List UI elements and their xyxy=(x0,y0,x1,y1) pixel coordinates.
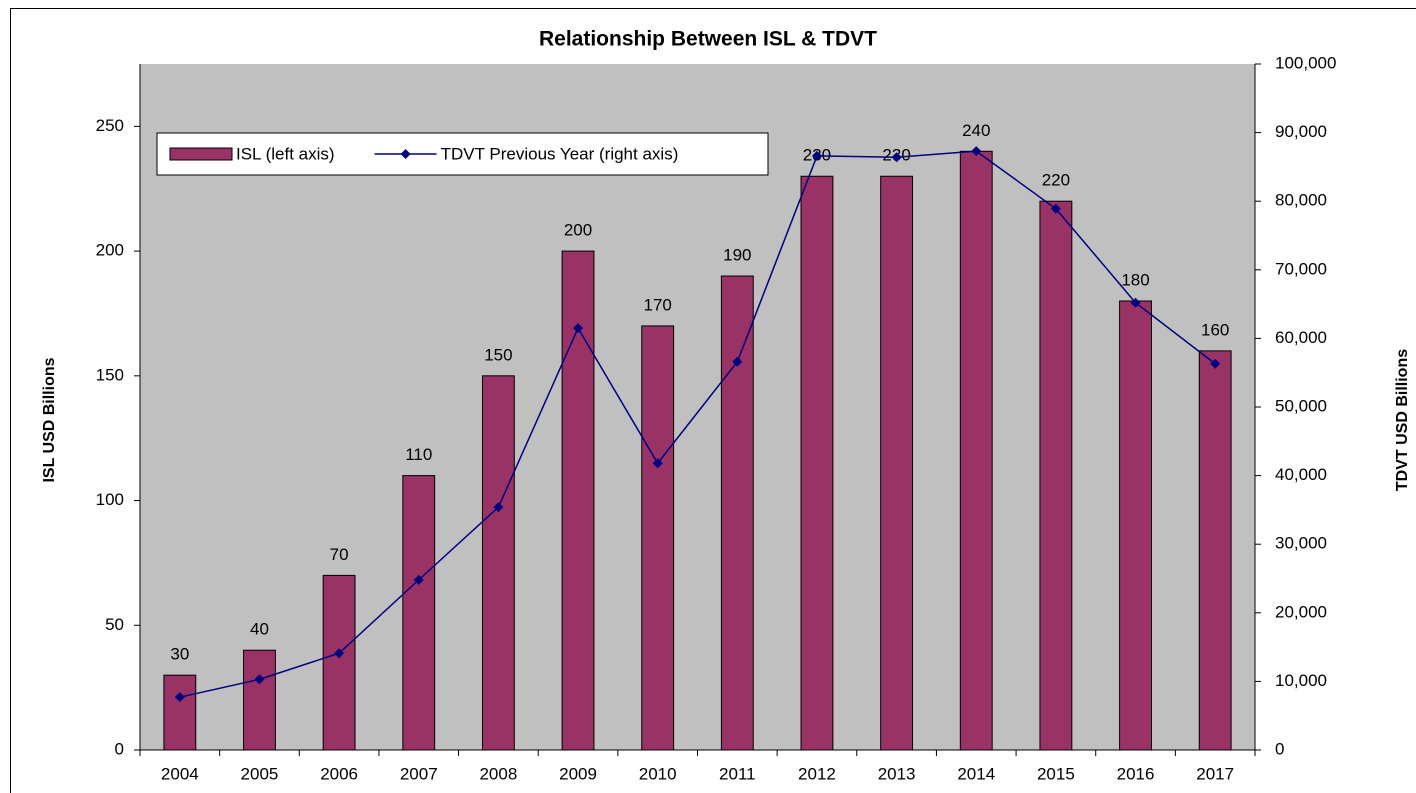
x-tick-label: 2012 xyxy=(798,764,836,783)
bar xyxy=(561,250,595,751)
data-label: 110 xyxy=(405,445,432,464)
marker xyxy=(1130,297,1141,308)
bar xyxy=(1198,350,1232,751)
data-label: 220 xyxy=(1042,171,1070,190)
x-tick-label: 2017 xyxy=(1196,764,1234,783)
x-tick-label: 2006 xyxy=(320,764,358,783)
bar xyxy=(1039,200,1073,751)
y2-tick-label: 70,000 xyxy=(1275,259,1327,278)
marker xyxy=(413,574,424,585)
y-tick-label: 0 xyxy=(115,739,124,758)
marker xyxy=(254,674,265,685)
x-tick-label: 2008 xyxy=(479,764,517,783)
data-label: 240 xyxy=(962,121,990,140)
bar xyxy=(1119,300,1152,751)
bar xyxy=(880,175,914,751)
bar xyxy=(641,325,675,751)
x-tick-label: 2004 xyxy=(161,764,199,783)
legend-marker xyxy=(400,149,411,159)
data-label: 70 xyxy=(330,545,349,564)
data-label: 200 xyxy=(564,221,592,240)
y2-axis-title: TDVT USD Billions xyxy=(1394,349,1411,491)
y-tick-label: 100 xyxy=(96,490,124,509)
y2-tick-label: 100,000 xyxy=(1275,53,1336,72)
legend-label: ISL (left axis) xyxy=(236,144,335,163)
x-tick-label: 2013 xyxy=(878,764,916,783)
marker xyxy=(493,502,504,513)
x-tick-label: 2015 xyxy=(1037,764,1075,783)
marker xyxy=(174,692,185,703)
legend-label: TDVT Previous Year (right axis) xyxy=(441,144,679,163)
bar xyxy=(322,574,356,751)
y2-tick-label: 40,000 xyxy=(1275,465,1327,484)
y-tick-label: 50 xyxy=(105,615,124,634)
y2-tick-label: 0 xyxy=(1275,739,1284,758)
marker xyxy=(732,356,743,367)
data-label: 170 xyxy=(643,295,671,314)
x-tick-label: 2010 xyxy=(639,764,677,783)
x-tick-label: 2009 xyxy=(559,764,597,783)
x-tick-label: 2005 xyxy=(241,764,279,783)
marker xyxy=(573,323,584,334)
bar xyxy=(163,674,197,751)
bar xyxy=(243,649,276,751)
x-tick-label: 2007 xyxy=(400,764,438,783)
data-label: 180 xyxy=(1121,270,1149,289)
bar xyxy=(402,475,436,751)
bar xyxy=(720,275,754,751)
chart-title: Relationship Between ISL & TDVT xyxy=(539,28,877,51)
y2-tick-label: 10,000 xyxy=(1275,671,1327,690)
legend: ISL (left axis) TDVT Previous Year (right… xyxy=(156,132,769,176)
marker xyxy=(1210,358,1221,369)
x-tick-label: 2016 xyxy=(1117,764,1155,783)
data-label: 160 xyxy=(1201,320,1229,339)
data-label: 150 xyxy=(484,345,512,364)
marker xyxy=(1050,203,1061,214)
x-tick-label: 2011 xyxy=(719,764,756,783)
y-tick-label: 200 xyxy=(96,241,124,260)
bar xyxy=(959,150,993,751)
line xyxy=(179,150,1216,698)
bar xyxy=(481,375,515,751)
y2-tick-label: 60,000 xyxy=(1275,328,1327,347)
data-label: 30 xyxy=(170,645,189,664)
x-tick-label: 2014 xyxy=(957,764,995,783)
marker xyxy=(891,152,902,163)
marker xyxy=(334,648,345,659)
data-label: 40 xyxy=(250,620,269,639)
bar xyxy=(800,175,834,751)
legend-box xyxy=(156,132,769,176)
data-label: 190 xyxy=(723,246,751,265)
y2-tick-label: 20,000 xyxy=(1275,602,1327,621)
y-tick-label: 150 xyxy=(96,365,124,384)
y2-tick-label: 50,000 xyxy=(1275,396,1327,415)
y-axis-title: ISL USD Billions xyxy=(41,357,58,482)
marker xyxy=(811,150,822,161)
y-tick-label: 250 xyxy=(96,116,124,135)
y2-tick-label: 90,000 xyxy=(1275,122,1327,141)
marker xyxy=(971,146,982,157)
y2-tick-label: 80,000 xyxy=(1275,191,1327,210)
y2-tick-label: 30,000 xyxy=(1275,534,1327,553)
marker xyxy=(652,458,663,469)
legend-swatch xyxy=(169,147,233,161)
